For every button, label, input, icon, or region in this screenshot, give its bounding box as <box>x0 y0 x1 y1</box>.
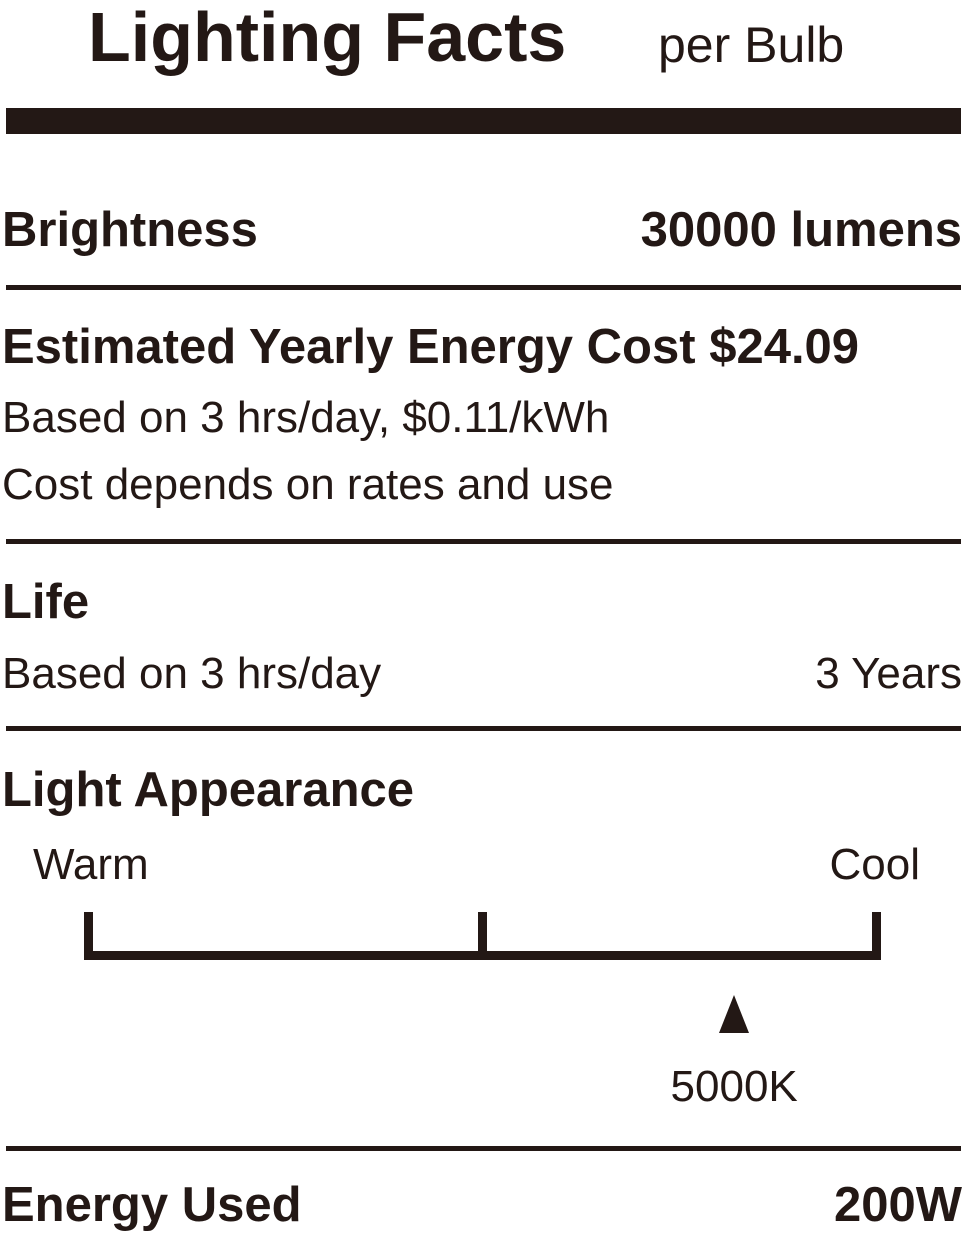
energy-used-label: Energy Used <box>2 1178 302 1232</box>
brightness-label: Brightness <box>2 203 258 257</box>
scale-middle-tick <box>478 912 487 960</box>
energy-cost-note-depends: Cost depends on rates and use <box>2 460 614 509</box>
brightness-value: 30000 lumens <box>640 203 962 257</box>
divider-2 <box>6 539 961 544</box>
label-title: Lighting Facts <box>88 0 567 76</box>
scale-left-tick <box>84 912 93 960</box>
scale-baseline <box>84 951 881 960</box>
scale-right-tick <box>872 912 881 960</box>
temperature-value: 5000K <box>670 1062 798 1111</box>
thick-divider <box>6 108 961 134</box>
energy-used-value: 200W <box>833 1178 962 1232</box>
light-appearance-label: Light Appearance <box>2 763 415 817</box>
label-title-suffix: per Bulb <box>658 17 845 73</box>
warm-label: Warm <box>33 840 149 889</box>
temperature-marker: 5000K <box>664 995 804 1109</box>
divider-4 <box>6 1146 961 1151</box>
life-value: 3 Years <box>815 649 962 698</box>
energy-cost-note-rate: Based on 3 hrs/day, $0.11/kWh <box>2 393 610 442</box>
divider-1 <box>6 285 961 290</box>
cool-label: Cool <box>829 840 921 889</box>
divider-3 <box>6 726 961 731</box>
energy-cost-row: Estimated Yearly Energy Cost $24.09 <box>2 323 859 372</box>
life-label: Life <box>2 575 90 629</box>
life-note: Based on 3 hrs/day <box>2 649 382 698</box>
triangle-up-icon <box>719 995 750 1033</box>
energy-cost-value: $24.09 <box>709 320 860 374</box>
energy-cost-label: Estimated Yearly Energy Cost <box>2 320 696 374</box>
